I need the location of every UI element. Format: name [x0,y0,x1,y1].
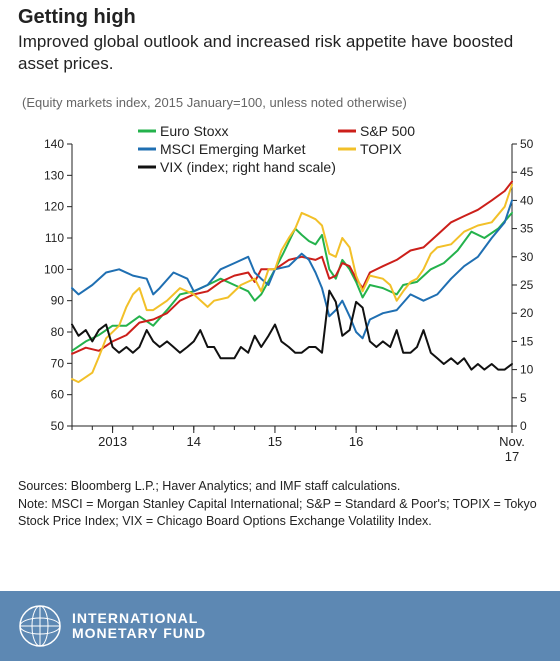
chart-caption: (Equity markets index, 2015 January=100,… [18,95,542,110]
svg-text:100: 100 [44,263,64,277]
svg-text:S&P 500: S&P 500 [360,123,415,139]
svg-text:30: 30 [520,250,534,264]
svg-text:MSCI Emerging Market: MSCI Emerging Market [160,141,306,157]
svg-text:5: 5 [520,391,527,405]
svg-text:60: 60 [51,388,65,402]
sources-text: Sources: Bloomberg L.P.; Haver Analytics… [18,478,542,496]
imf-logo-icon [18,604,62,648]
svg-text:Euro Stoxx: Euro Stoxx [160,123,228,139]
svg-text:2013: 2013 [98,434,127,449]
footer-bar: INTERNATIONAL MONETARY FUND [0,591,560,661]
svg-text:20: 20 [520,306,534,320]
svg-text:50: 50 [520,137,534,151]
svg-text:50: 50 [51,419,65,433]
svg-text:25: 25 [520,278,534,292]
svg-text:TOPIX: TOPIX [360,141,402,157]
svg-text:140: 140 [44,137,64,151]
page-subtitle: Improved global outlook and increased ri… [18,31,542,75]
page-title: Getting high [18,6,542,29]
svg-text:15: 15 [520,335,534,349]
svg-text:17: 17 [505,449,519,464]
svg-text:120: 120 [44,200,64,214]
svg-text:80: 80 [51,325,65,339]
note-text: Note: MSCI = Morgan Stanley Capital Inte… [18,496,542,531]
svg-text:14: 14 [187,434,201,449]
svg-text:0: 0 [520,419,527,433]
svg-text:Nov.: Nov. [499,434,525,449]
svg-text:16: 16 [349,434,363,449]
svg-text:35: 35 [520,222,534,236]
svg-text:VIX (index; right hand scale): VIX (index; right hand scale) [160,159,336,175]
svg-text:45: 45 [520,165,534,179]
svg-text:15: 15 [268,434,282,449]
svg-text:40: 40 [520,194,534,208]
svg-text:110: 110 [45,231,64,245]
footer-org-name: INTERNATIONAL MONETARY FUND [72,611,206,642]
svg-text:90: 90 [51,294,65,308]
svg-text:70: 70 [51,357,65,371]
svg-text:10: 10 [520,363,534,377]
svg-text:130: 130 [44,169,64,183]
equity-line-chart: 50 60 70 80 90 100 110 120 130 140 0 5 10 15 20 25 30 35 4… [18,120,542,470]
